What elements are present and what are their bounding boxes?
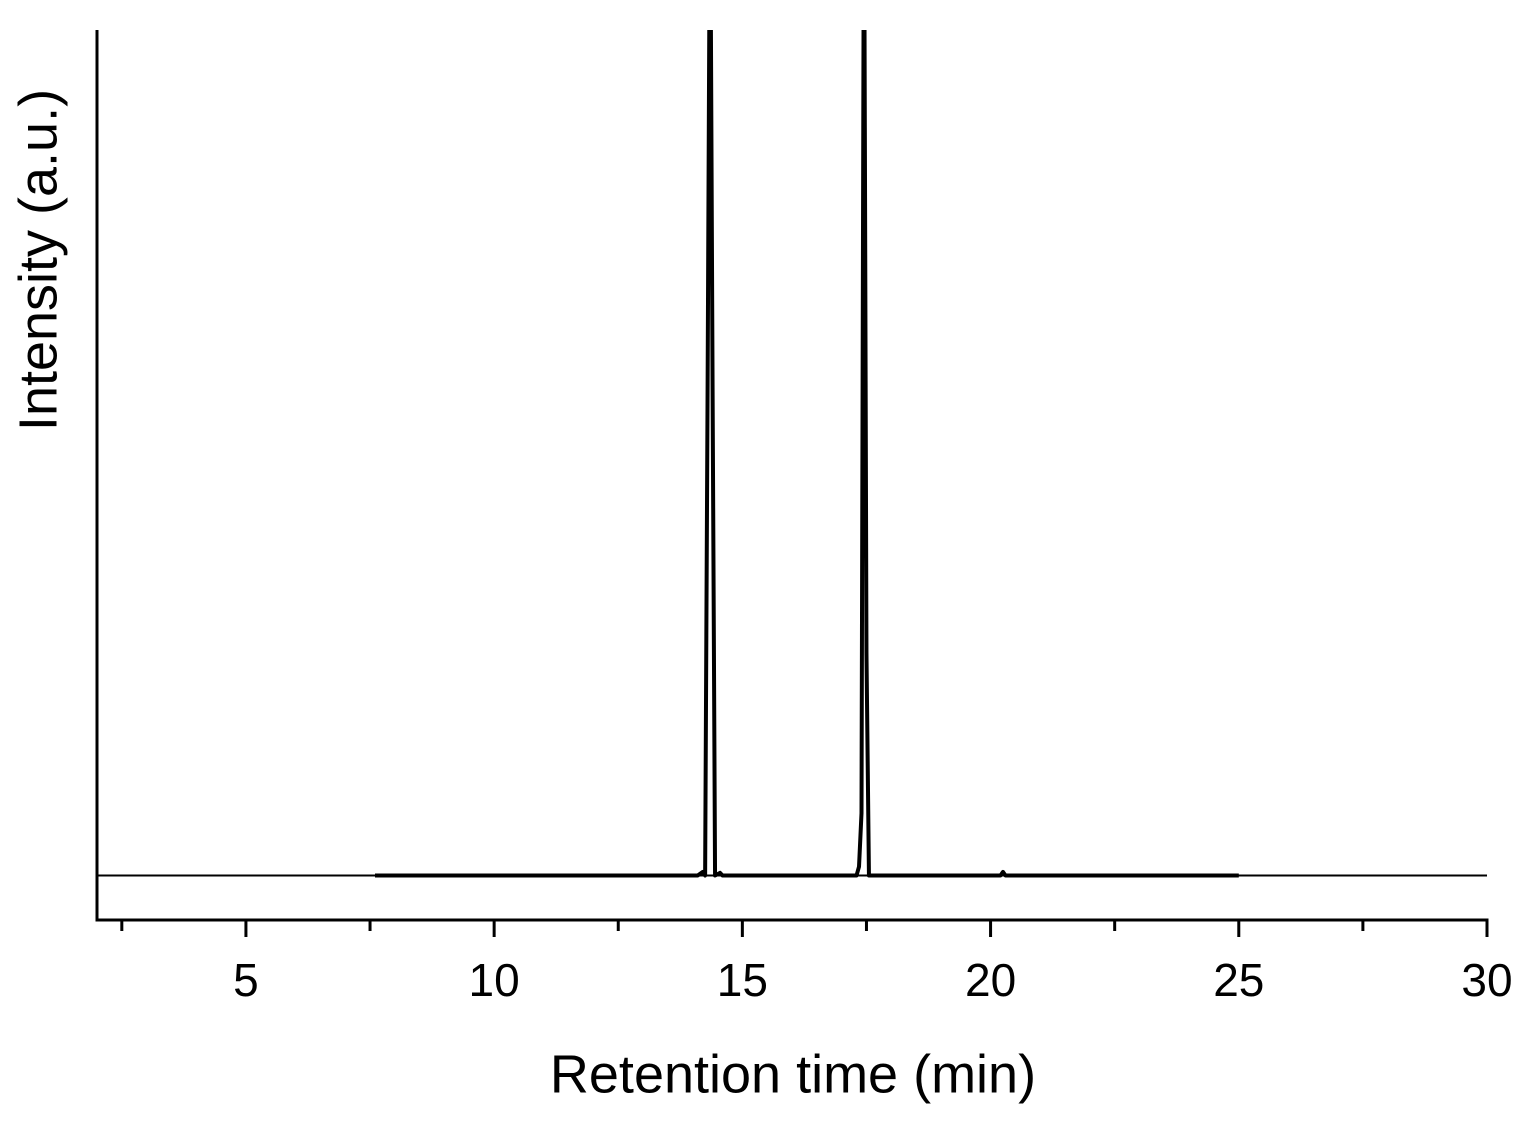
x-tick-label: 15 (717, 954, 768, 1006)
x-tick-label: 25 (1213, 954, 1264, 1006)
x-tick-label: 30 (1461, 954, 1512, 1006)
y-axis-title: Intensity (a.u.) (8, 89, 68, 431)
x-axis-title: Retention time (min) (550, 1044, 1036, 1104)
data-line (375, 30, 1239, 878)
x-tick-label: 20 (965, 954, 1016, 1006)
x-tick-label: 10 (469, 954, 520, 1006)
x-tick-label: 5 (233, 954, 259, 1006)
